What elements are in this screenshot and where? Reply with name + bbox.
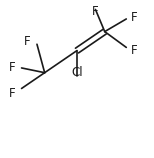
Text: F: F — [24, 35, 31, 48]
Text: F: F — [131, 11, 138, 24]
Text: F: F — [9, 61, 15, 74]
Text: Cl: Cl — [71, 66, 83, 79]
Text: F: F — [9, 87, 15, 100]
Text: F: F — [131, 44, 138, 57]
Text: F: F — [92, 5, 99, 18]
